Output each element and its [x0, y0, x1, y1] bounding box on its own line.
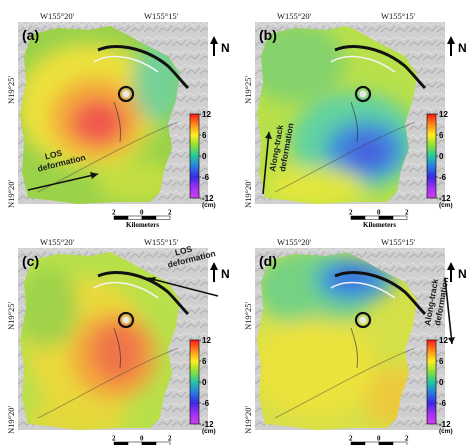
- lon-right-label: W155°15′: [381, 11, 416, 21]
- colorbar-tick-label: 12: [439, 110, 448, 119]
- colorbar-tick-label: -12: [439, 194, 451, 203]
- crater-icon: [354, 311, 372, 329]
- lat-bottom-label: N19°20′: [6, 179, 16, 208]
- north-arrow-icon: [447, 262, 455, 282]
- lon-right-label: W155°15′: [381, 237, 416, 247]
- lat-bottom-label: N19°20′: [6, 405, 16, 434]
- lat-top-label: N19°25′: [6, 301, 16, 330]
- along-track-arrow-icon: [262, 131, 270, 195]
- scale-tick-label: 2: [112, 209, 116, 217]
- crater-icon: [354, 85, 372, 103]
- colorbar-unit: (cm): [439, 202, 453, 209]
- panel-a: W155°20′ W155°15′ N19°25′ N19°20′ (a) N 12 6 0 -6…: [6, 11, 230, 229]
- colorbar-unit: (cm): [202, 428, 216, 435]
- colorbar-tick-label: -6: [202, 173, 210, 182]
- north-arrow-icon: [210, 262, 218, 282]
- north-label: N: [458, 41, 467, 55]
- lon-left-label: W155°20′: [277, 11, 312, 21]
- los-arrow-icon: [147, 277, 219, 297]
- panel-c: W155°20′ W155°15′ N19°25′ N19°20′ (c) N 12 6 0 -6…: [6, 237, 230, 445]
- deformation-overlay: [257, 252, 417, 430]
- colorbar-tick-label: 6: [439, 131, 444, 140]
- colorbar-tick-label: -6: [439, 399, 447, 408]
- map-d: [255, 248, 445, 430]
- scale-tick-label: 2: [168, 435, 172, 443]
- crater-icon: [117, 311, 135, 329]
- scale-tick-label: 2: [405, 209, 409, 217]
- north-label: N: [221, 267, 230, 281]
- scale-label: Kilometers: [363, 221, 396, 229]
- colorbar-tick-label: -6: [439, 173, 447, 182]
- colorbar: 12 6 0 -6 -12(cm): [189, 336, 216, 435]
- colorbar-tick-label: 0: [439, 378, 444, 387]
- colorbar: 12 6 0 -6 -12(cm): [426, 336, 453, 435]
- panel-d: W155°20′ W155°15′ N19°25′ N19°20′ (d) N 12 6 0 -6…: [243, 237, 467, 445]
- annotation-text: LOS: [44, 148, 64, 162]
- panel-label: (c): [22, 253, 39, 269]
- scale-bar: 2 0 2 Kilometers: [112, 209, 172, 230]
- colorbar-tick-label: 0: [202, 152, 207, 161]
- scale-tick-label: 0: [140, 435, 144, 443]
- colorbar-tick-label: -6: [202, 399, 210, 408]
- scale-tick-label: 2: [405, 435, 409, 443]
- colorbar-tick-label: -12: [439, 420, 451, 429]
- lon-right-label: W155°15′: [144, 237, 179, 247]
- map-a: [18, 22, 208, 204]
- colorbar-tick-label: 6: [202, 357, 207, 366]
- colorbar: 12 6 0 -6 -12(cm): [189, 110, 216, 209]
- north-arrow-icon: [447, 36, 455, 56]
- panel-label: (b): [259, 27, 277, 43]
- colorbar-tick-label: 0: [202, 378, 207, 387]
- los-arrow-icon: [27, 173, 99, 191]
- scale-tick-label: 0: [140, 209, 144, 217]
- along-track-arrow-icon: [444, 277, 453, 345]
- panel-label: (a): [22, 27, 39, 43]
- colorbar-tick-label: 6: [202, 131, 207, 140]
- colorbar-tick-label: 12: [202, 336, 211, 345]
- scale-tick-label: 0: [377, 435, 381, 443]
- panel-label: (d): [259, 253, 277, 269]
- colorbar-tick-label: 0: [439, 152, 444, 161]
- colorbar: 12 6 0 -6 -12(cm): [426, 110, 453, 209]
- north-label: N: [221, 41, 230, 55]
- lat-top-label: N19°25′: [243, 301, 253, 330]
- lon-left-label: W155°20′: [40, 237, 75, 247]
- scale-tick-label: 2: [168, 209, 172, 217]
- scale-tick-label: 2: [349, 435, 353, 443]
- colorbar-tick-label: 12: [439, 336, 448, 345]
- panel-b: W155°20′ W155°15′ N19°25′ N19°20′ (b) N 12 6 0 -6…: [243, 11, 467, 229]
- colorbar-tick-label: -12: [202, 420, 214, 429]
- caldera-outline: [37, 271, 190, 419]
- lat-bottom-label: N19°20′: [243, 405, 253, 434]
- annotation-text: LOS: [174, 244, 194, 258]
- north-label: N: [458, 267, 467, 281]
- scale-tick-label: 2: [112, 435, 116, 443]
- caldera-outline: [274, 271, 427, 419]
- scale-tick-label: 2: [349, 209, 353, 217]
- scale-tick-label: 0: [377, 209, 381, 217]
- lat-top-label: N19°25′: [243, 75, 253, 104]
- crater-icon: [117, 85, 135, 103]
- lon-left-label: W155°20′: [277, 237, 312, 247]
- colorbar-unit: (cm): [439, 428, 453, 435]
- map-b: [255, 22, 445, 204]
- colorbar-tick-label: 12: [202, 110, 211, 119]
- lon-right-label: W155°15′: [144, 11, 179, 21]
- caldera-outline: [274, 45, 427, 193]
- lat-bottom-label: N19°20′: [243, 179, 253, 208]
- lon-left-label: W155°20′: [40, 11, 75, 21]
- scale-bar: 2 0 2 Kilometers: [349, 209, 409, 230]
- colorbar-unit: (cm): [202, 202, 216, 209]
- scale-label: Kilometers: [126, 221, 159, 229]
- map-c: [18, 248, 208, 430]
- colorbar-tick-label: -12: [202, 194, 214, 203]
- lat-top-label: N19°25′: [6, 75, 16, 104]
- north-arrow-icon: [210, 36, 218, 56]
- colorbar-tick-label: 6: [439, 357, 444, 366]
